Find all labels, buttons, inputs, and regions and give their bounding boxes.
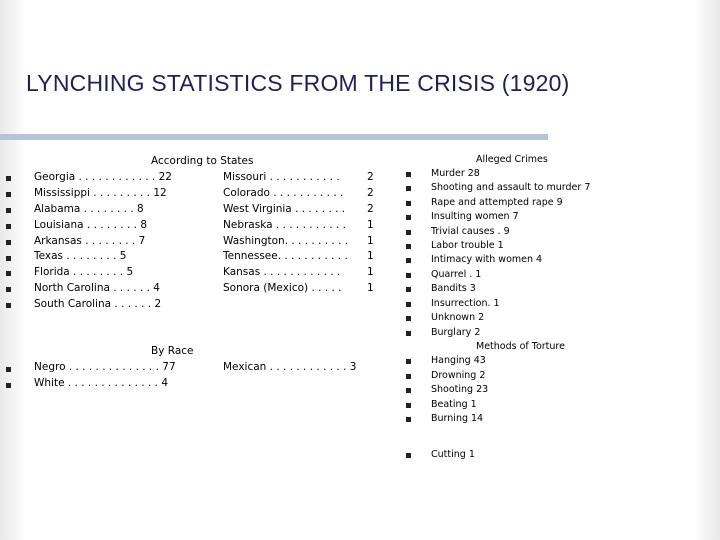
torture-item: Shooting 23 xyxy=(431,384,489,395)
bullet xyxy=(6,271,11,276)
state-row: West Virginia . . . . . . . . xyxy=(223,203,346,215)
bullet xyxy=(406,359,411,364)
states-heading: According to States xyxy=(151,155,254,167)
bullet xyxy=(6,192,11,197)
bullet xyxy=(406,302,411,307)
state-row: Arkansas . . . . . . . . 7 xyxy=(34,235,146,247)
state-count: 2 xyxy=(367,187,374,199)
bullet xyxy=(6,224,11,229)
bullet xyxy=(6,383,11,388)
bullet xyxy=(406,374,411,379)
state-row: Texas . . . . . . . . 5 xyxy=(34,250,127,262)
state-count: 2 xyxy=(367,171,374,183)
bullet xyxy=(6,303,11,308)
crime-item: Quarrel . 1 xyxy=(431,269,482,280)
bullet xyxy=(6,176,11,181)
state-count: 1 xyxy=(367,266,374,278)
state-count: 1 xyxy=(367,219,374,231)
state-row: Georgia . . . . . . . . . . . . 22 xyxy=(34,171,172,183)
state-row: Nebraska . . . . . . . . . . . xyxy=(223,219,346,231)
state-row: Mississippi . . . . . . . . . 12 xyxy=(34,187,167,199)
state-row: South Carolina . . . . . . 2 xyxy=(34,298,162,310)
state-count: 1 xyxy=(367,282,374,294)
crime-item: Burglary 2 xyxy=(431,327,481,338)
bullet xyxy=(406,417,411,422)
state-row: Washington. . . . . . . . . . xyxy=(223,235,349,247)
bullet xyxy=(6,367,11,372)
state-row: Florida . . . . . . . . 5 xyxy=(34,266,134,278)
state-count: 2 xyxy=(367,203,374,215)
bullet xyxy=(406,316,411,321)
state-row: Sonora (Mexico) . . . . . xyxy=(223,282,342,294)
race-row: White . . . . . . . . . . . . . . 4 xyxy=(34,377,169,389)
torture-item: Hanging 43 xyxy=(431,355,486,366)
torture-heading: Methods of Torture xyxy=(476,341,565,352)
state-count: 1 xyxy=(367,250,374,262)
state-row: Kansas . . . . . . . . . . . . xyxy=(223,266,341,278)
crime-item: Murder 28 xyxy=(431,168,480,179)
bullet xyxy=(406,230,411,235)
title-underline xyxy=(0,134,548,140)
bullet xyxy=(406,453,411,458)
torture-item: Burning 14 xyxy=(431,413,484,424)
page-title: LYNCHING STATISTICS FROM THE CRISIS (192… xyxy=(26,70,570,96)
crimes-heading: Alleged Crimes xyxy=(476,154,548,165)
bullet xyxy=(406,331,411,336)
state-row: Colorado . . . . . . . . . . . xyxy=(223,187,344,199)
bullet xyxy=(406,258,411,263)
state-count: 1 xyxy=(367,235,374,247)
bullet xyxy=(406,186,411,191)
crime-item: Rape and attempted rape 9 xyxy=(431,197,563,208)
bullet xyxy=(6,256,11,261)
state-row: Tennessee. . . . . . . . . . . xyxy=(223,250,348,262)
crime-item: Labor trouble 1 xyxy=(431,240,504,251)
state-row: Alabama . . . . . . . . 8 xyxy=(34,203,144,215)
bullet xyxy=(406,403,411,408)
bullet xyxy=(406,244,411,249)
state-row: Louisiana . . . . . . . . 8 xyxy=(34,219,147,231)
bullet xyxy=(406,172,411,177)
crime-item: Shooting and assault to murder 7 xyxy=(431,182,591,193)
bullet xyxy=(406,201,411,206)
torture-item: Cutting 1 xyxy=(431,449,475,460)
bullet xyxy=(6,208,11,213)
race-row: Negro . . . . . . . . . . . . . . 77 xyxy=(34,361,176,373)
bullet xyxy=(6,240,11,245)
race-heading: By Race xyxy=(151,345,194,357)
bullet xyxy=(406,273,411,278)
bullet xyxy=(406,215,411,220)
torture-item: Beating 1 xyxy=(431,399,477,410)
bullet xyxy=(6,287,11,292)
bullet xyxy=(406,388,411,393)
state-row: North Carolina . . . . . . 4 xyxy=(34,282,160,294)
crime-item: Insurrection. 1 xyxy=(431,298,500,309)
torture-item: Drowning 2 xyxy=(431,370,486,381)
crime-item: Insulting women 7 xyxy=(431,211,519,222)
crime-item: Intimacy with women 4 xyxy=(431,254,543,265)
crime-item: Bandits 3 xyxy=(431,283,476,294)
bullet xyxy=(406,287,411,292)
state-row: Missouri . . . . . . . . . . . xyxy=(223,171,340,183)
crime-item: Trivial causes . 9 xyxy=(431,226,510,237)
race-row: Mexican . . . . . . . . . . . . 3 xyxy=(223,361,357,373)
crime-item: Unknown 2 xyxy=(431,312,485,323)
